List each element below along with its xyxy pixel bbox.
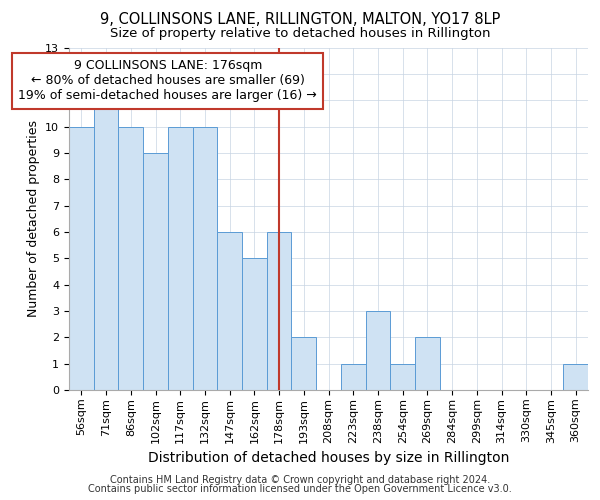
Text: Contains public sector information licensed under the Open Government Licence v3: Contains public sector information licen… [88,484,512,494]
Text: Size of property relative to detached houses in Rillington: Size of property relative to detached ho… [110,28,490,40]
Bar [415,338,440,390]
Bar [365,311,390,390]
Bar [94,100,118,390]
Y-axis label: Number of detached properties: Number of detached properties [26,120,40,318]
Bar [143,153,168,390]
Text: 9 COLLINSONS LANE: 176sqm
← 80% of detached houses are smaller (69)
19% of semi-: 9 COLLINSONS LANE: 176sqm ← 80% of detac… [19,60,317,102]
Text: Contains HM Land Registry data © Crown copyright and database right 2024.: Contains HM Land Registry data © Crown c… [110,475,490,485]
Text: 9, COLLINSONS LANE, RILLINGTON, MALTON, YO17 8LP: 9, COLLINSONS LANE, RILLINGTON, MALTON, … [100,12,500,28]
Bar [118,126,143,390]
Bar [217,232,242,390]
Bar [292,338,316,390]
Bar [563,364,588,390]
Bar [267,232,292,390]
Bar [242,258,267,390]
Bar [168,126,193,390]
X-axis label: Distribution of detached houses by size in Rillington: Distribution of detached houses by size … [148,451,509,465]
Bar [390,364,415,390]
Bar [341,364,365,390]
Bar [69,126,94,390]
Bar [193,126,217,390]
